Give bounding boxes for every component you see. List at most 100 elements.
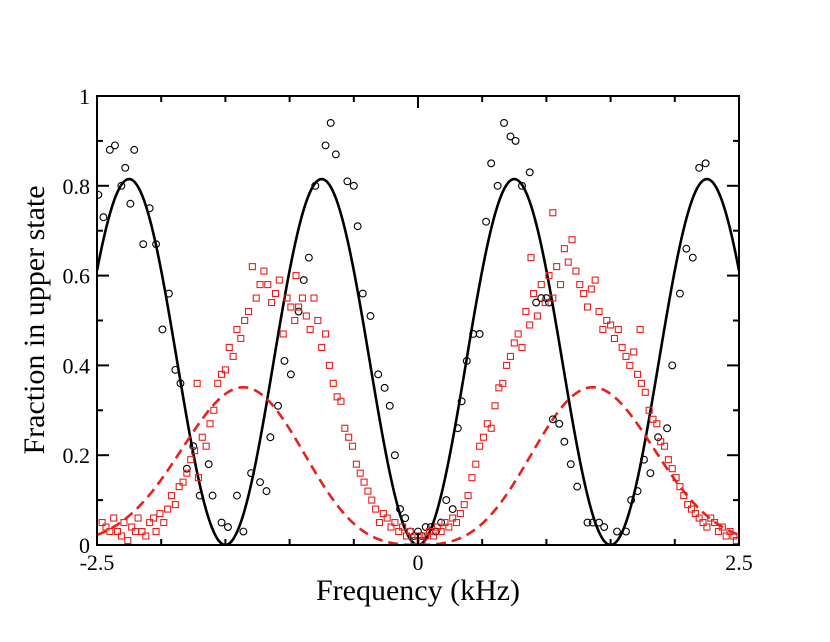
data-point-circle: [311, 181, 320, 190]
data-point-square: [610, 334, 619, 343]
data-point-circle: [130, 145, 139, 154]
data-point-circle: [274, 401, 282, 410]
data-point-square: [164, 505, 172, 513]
data-point-square: [479, 433, 488, 441]
data-point-square: [691, 510, 699, 518]
data-point-circle: [390, 451, 399, 460]
data-point-circle: [262, 487, 271, 496]
data-point-square: [221, 366, 229, 374]
data-point-square: [275, 276, 283, 284]
data-point-circle: [646, 469, 655, 478]
data-point-square: [583, 303, 592, 311]
data-point-circle: [105, 145, 114, 154]
data-point-square: [545, 272, 553, 280]
data-point-circle: [583, 518, 592, 527]
data-point-square: [391, 518, 399, 527]
data-point-square: [510, 339, 518, 347]
data-point-circle: [204, 460, 213, 469]
data-point-square: [244, 307, 253, 316]
data-point-square: [395, 527, 403, 536]
data-point-square: [142, 532, 150, 540]
data-point-square: [499, 379, 507, 387]
data-point-circle: [613, 527, 621, 536]
data-point-square: [487, 424, 495, 432]
data-point-square: [464, 492, 472, 500]
data-point-square: [433, 523, 441, 531]
data-point-square: [645, 406, 653, 414]
data-point-square: [283, 294, 291, 302]
data-point-circle: [532, 298, 541, 307]
data-point-square: [131, 527, 140, 536]
data-point-square: [537, 281, 545, 289]
data-point-circle: [385, 401, 394, 410]
data-point-circle: [482, 217, 491, 226]
data-point-circle: [145, 204, 154, 213]
data-point-square: [295, 303, 303, 311]
data-point-square: [360, 478, 368, 486]
data-point-square: [607, 321, 615, 329]
data-point-circle: [640, 455, 648, 464]
data-point-square: [472, 460, 480, 468]
data-point-square: [495, 384, 503, 392]
data-point-square: [402, 532, 410, 540]
data-point-square: [518, 343, 526, 351]
data-point-circle: [299, 276, 308, 285]
data-point-square: [120, 518, 128, 527]
data-point-square: [383, 514, 391, 522]
y-tick-label: 0.8: [63, 174, 91, 199]
data-point-square: [214, 379, 222, 387]
data-point-square: [660, 442, 669, 450]
data-point-square: [699, 518, 707, 527]
data-point-square: [291, 316, 299, 325]
data-point-square: [241, 316, 249, 325]
data-point-circle: [506, 132, 515, 141]
data-point-square: [526, 321, 534, 329]
data-point-square: [445, 523, 453, 531]
data-point-square: [348, 442, 357, 450]
data-point-square: [156, 510, 164, 518]
data-point-square: [460, 501, 468, 509]
data-point-circle: [366, 312, 375, 320]
data-point-circle: [99, 213, 108, 222]
data-point-circle: [233, 491, 241, 500]
data-point-circle: [117, 181, 126, 190]
data-point-square: [695, 514, 703, 522]
data-point-circle: [239, 527, 248, 536]
data-point-circle: [126, 199, 135, 208]
data-point-circle: [353, 222, 362, 231]
data-point-circle: [442, 496, 451, 505]
data-point-square: [456, 510, 464, 518]
data-point-square: [429, 532, 437, 540]
data-point-circle: [682, 244, 691, 253]
data-point-square: [711, 518, 719, 527]
data-point-square: [318, 343, 326, 351]
data-point-circle: [152, 240, 161, 249]
data-point-square: [248, 263, 256, 271]
y-tick-label: 0.4: [63, 353, 91, 378]
data-point-square: [356, 469, 364, 477]
data-point-square: [618, 343, 626, 351]
data-point-square: [113, 527, 122, 536]
data-point-square: [387, 523, 395, 531]
data-point-square: [541, 298, 549, 307]
data-point-square: [452, 518, 461, 527]
data-point-circle: [525, 168, 534, 177]
data-point-square: [171, 501, 179, 509]
data-point-square: [191, 447, 199, 455]
data-point-circle: [224, 523, 232, 531]
data-point-square: [437, 527, 445, 536]
data-point-square: [287, 303, 295, 311]
data-point-square: [256, 281, 264, 289]
data-point-square: [483, 420, 491, 428]
data-point-square: [225, 343, 233, 351]
data-point-square: [279, 330, 287, 338]
data-point-square: [732, 536, 739, 545]
data-point-circle: [475, 330, 484, 338]
data-point-square: [514, 330, 522, 338]
data-point-square: [553, 263, 561, 271]
data-point-square: [352, 460, 360, 468]
data-point-square: [468, 474, 476, 482]
data-point-square: [426, 527, 434, 536]
data-point-square: [325, 361, 333, 369]
x-tick-label: 0: [413, 550, 424, 575]
